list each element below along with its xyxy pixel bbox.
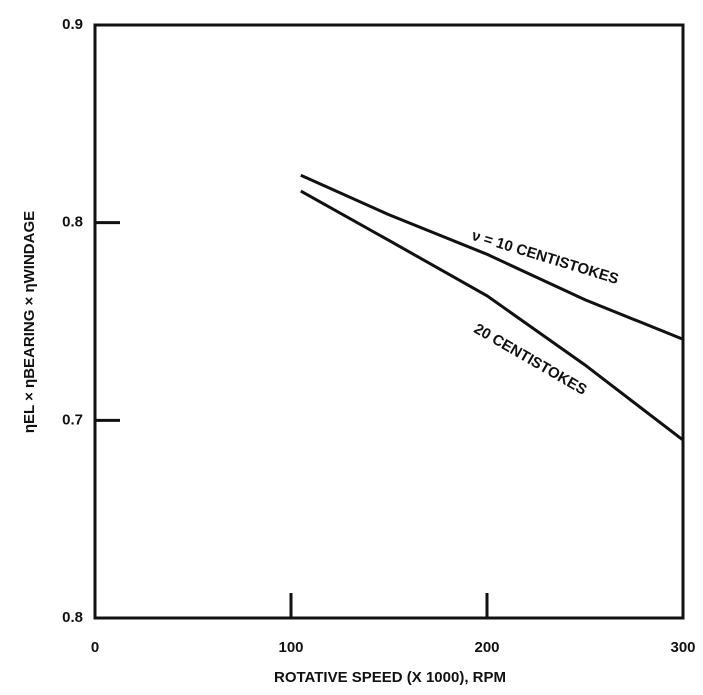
y-tick-label: 0.8 <box>62 609 83 626</box>
curve <box>300 189 684 442</box>
curve <box>300 173 684 341</box>
y-tick-label: 0.9 <box>62 16 83 33</box>
y-tick-label: 0.8 <box>62 214 83 231</box>
curve-label: 20 CENTISTOKES <box>471 320 590 398</box>
x-tick-label: 300 <box>670 639 695 656</box>
y-tick-label: 0.7 <box>62 411 83 428</box>
x-axis-label: ROTATIVE SPEED (X 1000), RPM <box>274 669 506 686</box>
x-tick-label: 0 <box>91 639 99 656</box>
x-tick-label: 200 <box>474 639 499 656</box>
x-tick-label: 100 <box>278 639 303 656</box>
plot-frame <box>93 23 685 620</box>
y-axis-label: ηEL × ηBEARING × ηWINDAGE <box>21 211 38 433</box>
